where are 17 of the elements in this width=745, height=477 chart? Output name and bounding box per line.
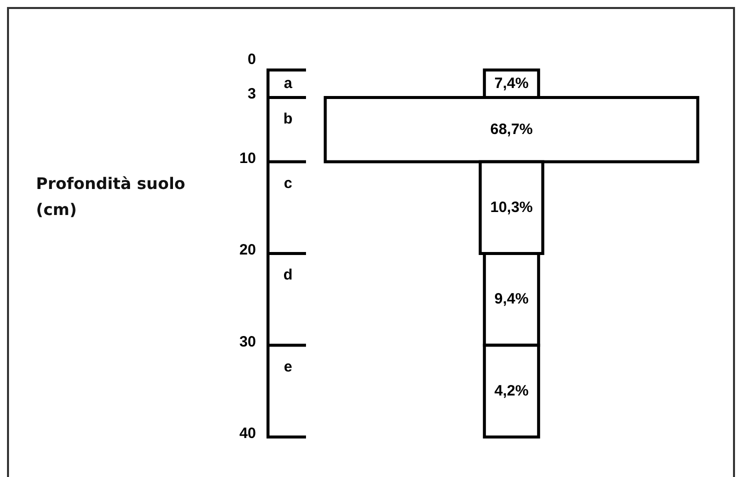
category-label: a <box>284 74 293 92</box>
text: 30 <box>239 333 256 350</box>
text: 0 <box>248 51 256 68</box>
category-label: d <box>283 266 293 284</box>
category-label: b <box>283 110 293 128</box>
data-label: 4,2% <box>494 382 529 400</box>
text: 3 <box>248 86 256 103</box>
text: 40 <box>239 425 256 442</box>
category-label: c <box>284 174 292 192</box>
data-label: 68,7% <box>490 120 533 138</box>
text: 20 <box>239 242 256 259</box>
data-label: 7,4% <box>494 74 529 92</box>
text: 10 <box>239 150 256 167</box>
category-label: e <box>284 358 292 376</box>
data-label: 10,3% <box>490 198 533 216</box>
data-label: 9,4% <box>494 290 529 308</box>
text: Profondità suolo (cm) <box>36 174 186 220</box>
